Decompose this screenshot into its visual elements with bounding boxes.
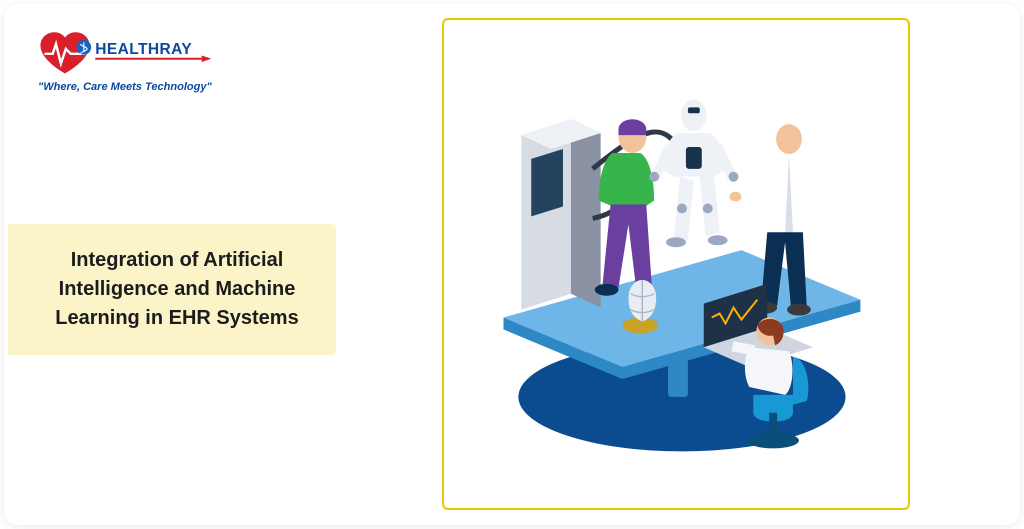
kiosk-icon — [521, 119, 600, 309]
patient-figure — [595, 119, 654, 301]
robot-figure — [649, 99, 738, 247]
card: HEALTHRAY "Where, Care Meets Technology"… — [4, 4, 1020, 525]
brand-name: HEALTHRAY — [95, 41, 192, 58]
page-title: Integration of Artificial Intelligence a… — [38, 246, 316, 333]
ai-ehr-illustration — [444, 20, 908, 508]
brand-logo: HEALTHRAY "Where, Care Meets Technology" — [38, 26, 218, 121]
brand-tagline: "Where, Care Meets Technology" — [38, 81, 212, 93]
title-band: Integration of Artificial Intelligence a… — [8, 224, 336, 355]
illustration-frame — [442, 18, 910, 510]
